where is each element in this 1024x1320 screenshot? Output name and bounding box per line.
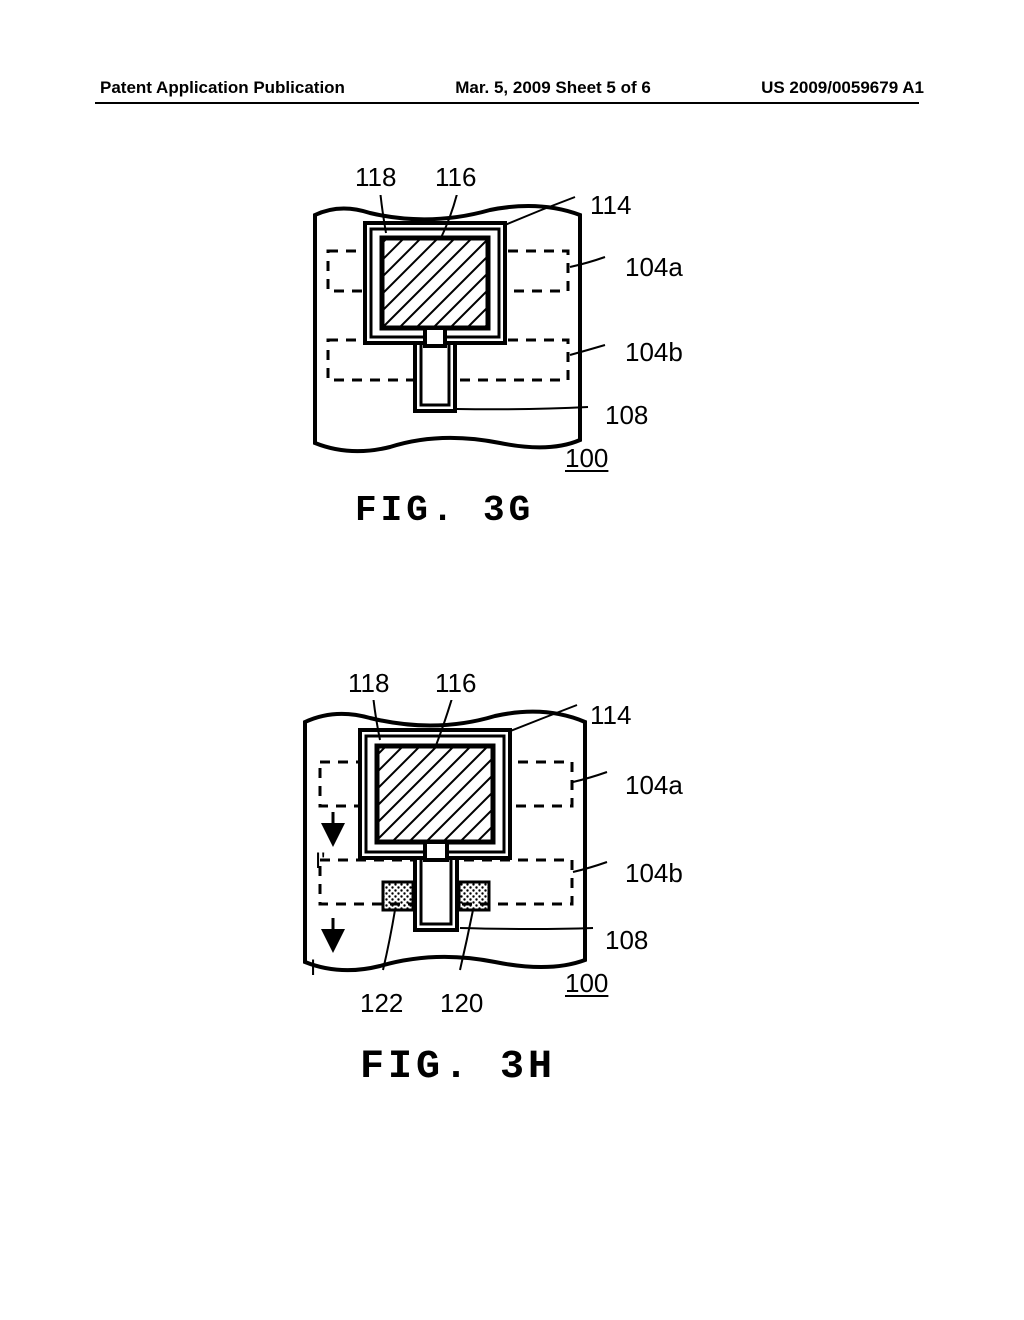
header-right: US 2009/0059679 A1 xyxy=(761,78,924,98)
label-120-h: 120 xyxy=(440,988,483,1019)
label-100-h: 100 xyxy=(565,968,608,999)
label-108-h: 108 xyxy=(605,925,648,956)
label-104b-h: 104b xyxy=(625,858,683,889)
label-122-h: 122 xyxy=(360,988,403,1019)
label-116-g: 116 xyxy=(435,162,476,193)
page-header: Patent Application Publication Mar. 5, 2… xyxy=(0,78,1024,98)
label-i: I xyxy=(310,955,316,981)
label-108-g: 108 xyxy=(605,400,648,431)
figure-3h-svg xyxy=(295,700,625,1000)
header-left: Patent Application Publication xyxy=(100,78,345,98)
label-104a-g: 104a xyxy=(625,252,683,283)
label-i-prime: I' xyxy=(315,848,325,874)
label-114-g: 114 xyxy=(590,190,631,221)
caption-3h: FIG. 3H xyxy=(360,1045,556,1090)
label-118-h: 118 xyxy=(348,668,389,699)
label-118-g: 118 xyxy=(355,162,396,193)
label-114-h: 114 xyxy=(590,700,631,731)
figure-3g xyxy=(310,195,620,480)
header-rule xyxy=(95,102,919,104)
label-104a-h: 104a xyxy=(625,770,683,801)
figure-3g-svg xyxy=(310,195,620,475)
figure-3h xyxy=(295,700,625,1005)
header-center: Mar. 5, 2009 Sheet 5 of 6 xyxy=(455,78,651,98)
label-100-g: 100 xyxy=(565,443,608,474)
label-116-h: 116 xyxy=(435,668,476,699)
caption-3g: FIG. 3G xyxy=(355,490,534,531)
label-104b-g: 104b xyxy=(625,337,683,368)
